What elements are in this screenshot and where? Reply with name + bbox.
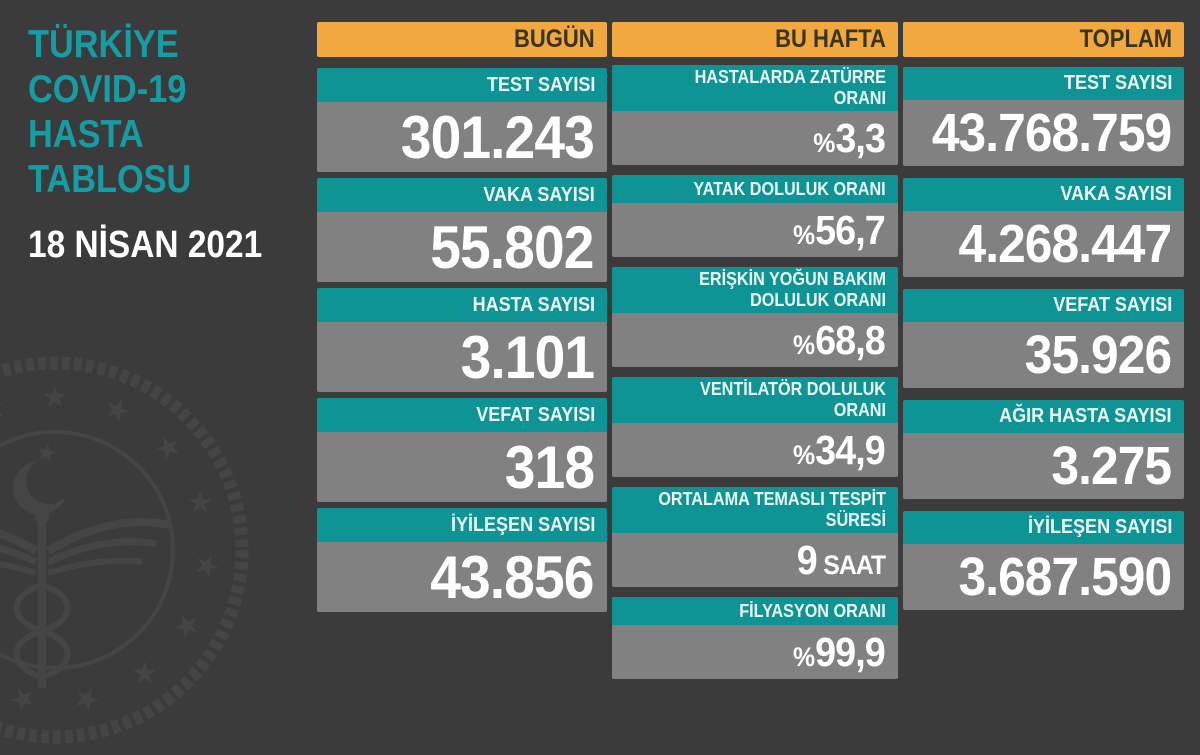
card-total-test-count: TEST SAYISI 43.768.759 <box>903 67 1184 166</box>
card-label: VENTİLATÖR DOLULUK ORANI <box>612 377 898 423</box>
card-today-case-count: VAKA SAYISI 55.802 <box>317 178 607 282</box>
sidebar: TÜRKİYE COVID-19 HASTA TABLOSU 18 NİSAN … <box>0 0 317 744</box>
crescent-icon <box>13 458 72 515</box>
card-total-severe-patient-count: AĞIR HASTA SAYISI 3.275 <box>903 400 1184 499</box>
card-week-adult-icu-occupancy-rate: ERİŞKİN YOĞUN BAKIM DOLULUK ORANI % 68,8 <box>612 267 898 367</box>
card-label: ORTALAMA TEMASLI TESPİT SÜRESİ <box>612 487 898 533</box>
title-line-3: HASTA <box>28 113 144 156</box>
page-title: TÜRKİYE COVID-19 HASTA TABLOSU <box>28 22 214 202</box>
card-week-ventilator-occupancy-rate: VENTİLATÖR DOLULUK ORANI % 34,9 <box>612 377 898 477</box>
svg-text:★: ★ <box>123 651 165 695</box>
card-value: 301.243 <box>317 102 607 172</box>
card-total-recovered-count: İYİLEŞEN SAYISI 3.687.590 <box>903 511 1184 610</box>
card-label: VAKA SAYISI <box>317 178 607 212</box>
svg-text:★: ★ <box>70 679 104 719</box>
svg-text:★: ★ <box>165 606 209 647</box>
card-value: 3.687.590 <box>903 544 1184 610</box>
svg-text:★: ★ <box>6 679 40 719</box>
column-header-total: TOPLAM <box>903 22 1184 57</box>
column-this-week: BU HAFTA HASTALARDA ZATÜRRE ORANI % 3,3 Y… <box>612 22 898 689</box>
card-week-filiation-rate: FİLYASYON ORANI % 99,9 <box>612 597 898 679</box>
card-today-recovered-count: İYİLEŞEN SAYISI 43.856 <box>317 508 607 612</box>
column-header-this-week: BU HAFTA <box>612 22 898 57</box>
card-value: 43.856 <box>317 542 607 612</box>
column-total: TOPLAM TEST SAYISI 43.768.759 VAKA SAYIS… <box>903 22 1184 689</box>
card-value: 55.802 <box>317 212 607 282</box>
card-today-patient-count: HASTA SAYISI 3.101 <box>317 288 607 392</box>
card-today-death-count: VEFAT SAYISI 318 <box>317 398 607 502</box>
card-week-pneumonia-rate: HASTALARDA ZATÜRRE ORANI % 3,3 <box>612 65 898 165</box>
card-value: % 56,7 <box>612 203 898 257</box>
card-label: VEFAT SAYISI <box>903 289 1184 322</box>
card-label: VEFAT SAYISI <box>317 398 607 432</box>
title-line-4: TABLOSU <box>28 158 192 201</box>
svg-text:★: ★ <box>179 485 221 521</box>
column-today: BUGÜN TEST SAYISI 301.243 VAKA SAYISI 55… <box>317 22 607 689</box>
svg-text:★: ★ <box>98 389 137 432</box>
card-value: 9 SAAT <box>612 533 898 587</box>
title-line-2: COVID-19 <box>28 68 187 111</box>
card-value: 3.101 <box>317 322 607 392</box>
card-label: YATAK DOLULUK ORANI <box>612 175 898 203</box>
card-label: İYİLEŞEN SAYISI <box>317 508 607 542</box>
title-line-1: TÜRKİYE <box>28 23 179 66</box>
report-date: 18 NİSAN 2021 <box>28 224 263 266</box>
card-value: % 68,8 <box>612 313 898 367</box>
card-label: TEST SAYISI <box>903 67 1184 100</box>
card-label: HASTALARDA ZATÜRRE ORANI <box>612 65 898 111</box>
card-value: 3.275 <box>903 433 1184 499</box>
card-value: 318 <box>317 432 607 502</box>
svg-text:★: ★ <box>0 389 12 432</box>
card-value: % 99,9 <box>612 625 898 679</box>
card-label: HASTA SAYISI <box>317 288 607 322</box>
card-label: FİLYASYON ORANI <box>612 597 898 625</box>
card-value: 4.268.447 <box>903 211 1184 277</box>
card-value: 43.768.759 <box>903 100 1184 166</box>
card-week-bed-occupancy-rate: YATAK DOLULUK ORANI % 56,7 <box>612 175 898 257</box>
card-value: % 34,9 <box>612 423 898 477</box>
svg-text:★: ★ <box>188 551 226 581</box>
column-header-today: BUGÜN <box>317 22 607 57</box>
card-label: İYİLEŞEN SAYISI <box>903 511 1184 544</box>
stats-board: BUGÜN TEST SAYISI 301.243 VAKA SAYISI 55… <box>317 22 1184 689</box>
card-total-case-count: VAKA SAYISI 4.268.447 <box>903 178 1184 277</box>
card-label: ERİŞKİN YOĞUN BAKIM DOLULUK ORANI <box>612 267 898 313</box>
card-week-contact-tracing-time: ORTALAMA TEMASLI TESPİT SÜRESİ 9 SAAT <box>612 487 898 587</box>
card-total-death-count: VEFAT SAYISI 35.926 <box>903 289 1184 388</box>
health-ministry-emblem-icon: ★ ★ ★ ★ ★ ★ ★ ★ ★ ★ ★ ★ ★ ★ ★ ★ <box>0 356 249 744</box>
card-label: AĞIR HASTA SAYISI <box>903 400 1184 433</box>
card-label: TEST SAYISI <box>317 68 607 102</box>
card-label: VAKA SAYISI <box>903 178 1184 211</box>
card-value: % 3,3 <box>612 111 898 165</box>
svg-text:★: ★ <box>42 380 69 415</box>
card-today-test-count: TEST SAYISI 301.243 <box>317 68 607 172</box>
card-value: 35.926 <box>903 322 1184 388</box>
svg-text:★: ★ <box>146 426 190 469</box>
